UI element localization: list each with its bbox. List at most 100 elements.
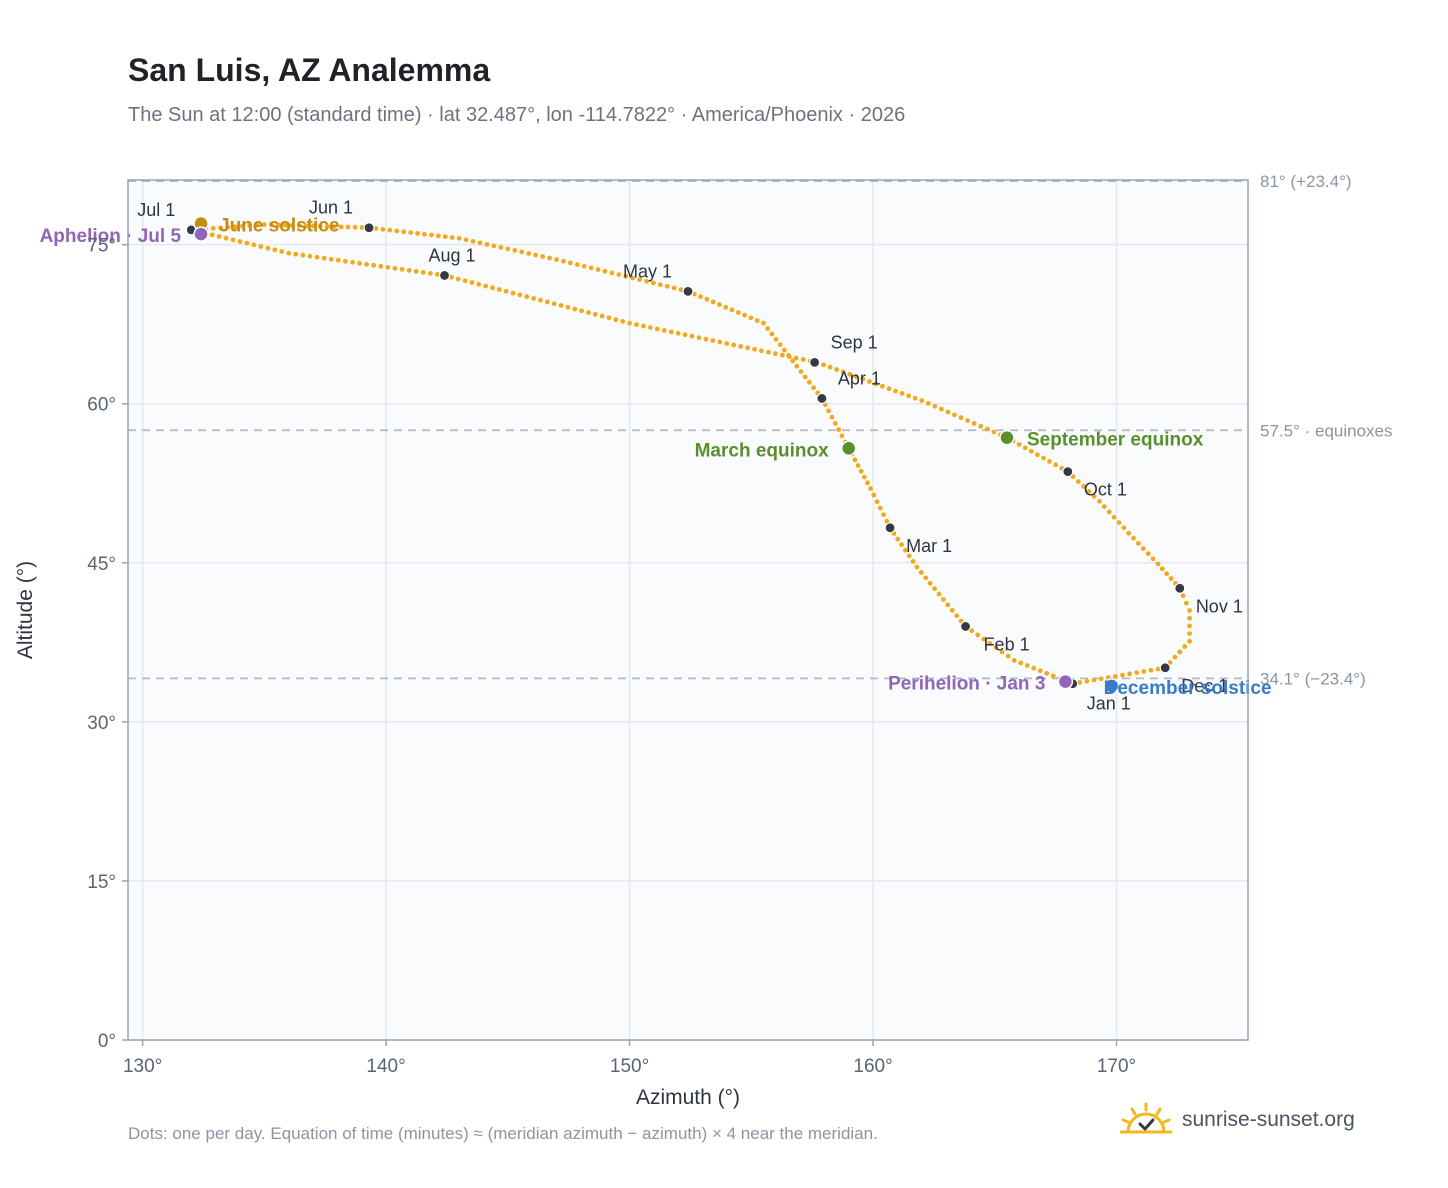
- day-dot: [971, 421, 977, 426]
- day-dot: [296, 223, 302, 228]
- day-dot: [790, 358, 796, 364]
- day-dot: [786, 353, 791, 358]
- brand-logo[interactable]: sunrise-sunset.org: [1120, 1102, 1355, 1138]
- day-dot: [498, 245, 504, 250]
- day-dot: [588, 265, 594, 271]
- day-dot: [378, 263, 384, 269]
- event-label: Perihelion · Jan 3: [888, 674, 1045, 695]
- day-dot: [586, 310, 591, 315]
- day-dot: [765, 326, 771, 331]
- day-dot: [385, 264, 391, 270]
- day-dot: [1086, 489, 1092, 494]
- month-dot: [1174, 582, 1186, 594]
- day-dot: [881, 512, 886, 518]
- x-tick-label: 160°: [853, 1056, 892, 1077]
- day-dot: [1091, 677, 1097, 683]
- day-dot: [978, 423, 984, 429]
- day-dot: [247, 223, 253, 228]
- event-label: Aphelion · Jul 5: [40, 226, 182, 247]
- day-dot: [623, 273, 629, 279]
- day-dot: [237, 239, 243, 244]
- day-dot: [1187, 623, 1192, 629]
- day-dot: [919, 398, 925, 403]
- day-dot: [981, 636, 987, 642]
- day-dot: [293, 251, 299, 257]
- day-dot: [781, 347, 787, 353]
- event-dot: [999, 429, 1015, 446]
- day-dot: [769, 331, 775, 337]
- day-dot: [1182, 644, 1188, 649]
- day-dot: [806, 379, 812, 385]
- day-dot: [657, 282, 663, 288]
- day-dot: [969, 628, 975, 634]
- day-dot: [945, 602, 951, 608]
- day-dot: [1121, 525, 1127, 531]
- day-dot: [524, 294, 530, 300]
- day-dot: [477, 240, 483, 246]
- day-dot: [476, 281, 482, 287]
- day-dot: [724, 341, 730, 346]
- day-dot: [664, 283, 670, 289]
- day-dot: [637, 277, 642, 283]
- day-dot: [647, 325, 653, 330]
- day-dot: [394, 228, 400, 234]
- day-dot: [939, 406, 944, 412]
- day-dot: [462, 278, 468, 284]
- day-dot: [861, 474, 867, 480]
- day-dot: [668, 329, 674, 335]
- day-dot: [352, 224, 358, 230]
- day-dot: [829, 414, 835, 420]
- day-dot: [752, 346, 757, 352]
- day-dot: [321, 255, 327, 261]
- y-tick-label: 15°: [87, 872, 116, 893]
- day-dot: [871, 492, 877, 498]
- day-dot: [595, 267, 601, 272]
- plot-area: [128, 180, 1248, 1040]
- day-dot: [630, 275, 636, 281]
- sun-logo-icon: [1120, 1102, 1172, 1134]
- day-dot: [579, 308, 584, 314]
- day-dot: [1075, 479, 1081, 484]
- day-dot: [449, 235, 455, 240]
- day-dot: [1148, 667, 1154, 673]
- day-dot: [1050, 673, 1056, 679]
- day-dot: [551, 301, 557, 307]
- day-dot: [307, 253, 313, 259]
- day-dot: [435, 233, 441, 239]
- day-dot: [832, 420, 838, 426]
- day-dot: [717, 302, 722, 307]
- month-label: May 1: [623, 261, 672, 281]
- day-dot: [613, 317, 619, 323]
- day-dot: [258, 244, 264, 249]
- day-dot: [469, 280, 475, 285]
- day-dot: [265, 245, 271, 251]
- day-dot: [729, 307, 735, 313]
- day-dot: [1034, 452, 1040, 458]
- event-dot: [840, 440, 857, 457]
- day-dot: [505, 246, 511, 252]
- day-dot: [836, 427, 842, 432]
- day-dot: [839, 433, 845, 439]
- month-label: Aug 1: [429, 245, 476, 265]
- day-dot: [279, 249, 285, 254]
- day-dot: [1022, 445, 1028, 451]
- day-dot: [696, 335, 702, 341]
- day-dot: [852, 457, 858, 463]
- day-dot: [420, 270, 426, 275]
- x-axis-label: Azimuth (°): [636, 1086, 740, 1109]
- day-dot: [723, 304, 729, 310]
- day-dot: [335, 257, 341, 263]
- day-dot: [634, 322, 639, 328]
- reference-lines: 81° (+23.4°) 57.5° · equinoxes 34.1° (−23.…: [128, 172, 1393, 688]
- day-dot: [317, 223, 323, 229]
- day-dot: [540, 254, 546, 259]
- x-tick-label: 150°: [610, 1056, 649, 1077]
- chart-title: San Luis, AZ Analemma: [128, 52, 491, 88]
- day-dot: [371, 262, 377, 268]
- day-dot: [244, 240, 250, 246]
- day-dot: [1140, 546, 1146, 551]
- day-dot: [1131, 535, 1136, 541]
- month-dot: [884, 522, 896, 534]
- day-dot: [526, 251, 532, 256]
- day-dot: [1136, 540, 1141, 546]
